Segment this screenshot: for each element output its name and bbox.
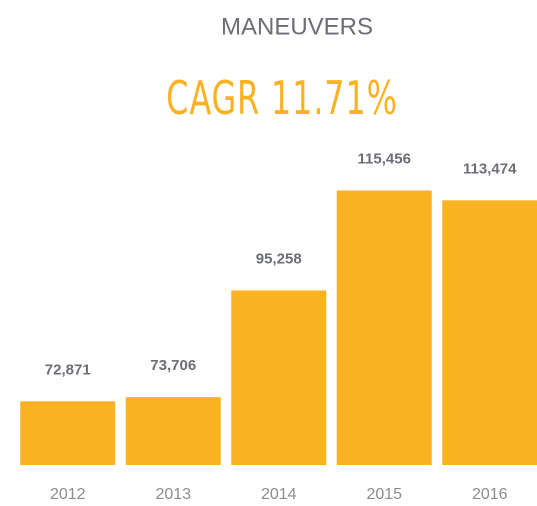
value-label: 115,456 <box>358 150 411 167</box>
x-tick-label: 2013 <box>155 486 191 503</box>
bar <box>125 397 221 465</box>
x-tick-label: 2016 <box>472 486 508 503</box>
chart-title: MANEUVERS <box>221 13 373 40</box>
value-label: 113,474 <box>463 160 517 177</box>
bar <box>336 190 432 465</box>
x-tick-label: 2014 <box>261 486 297 503</box>
value-label: 73,706 <box>150 357 196 374</box>
x-tick-label: 2012 <box>50 486 86 503</box>
value-label: 95,258 <box>256 250 302 267</box>
chart-subtitle: CAGR 11.71% <box>166 72 398 125</box>
bar <box>442 200 537 465</box>
bar <box>231 290 327 465</box>
bar <box>20 401 116 465</box>
x-tick-label: 2015 <box>366 486 402 503</box>
value-label: 72,871 <box>45 361 91 378</box>
